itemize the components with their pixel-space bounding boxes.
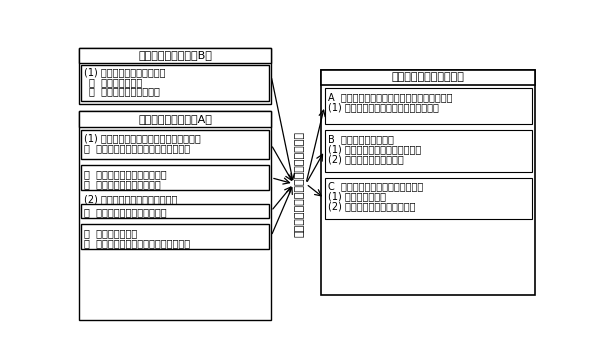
Text: ア  地球儀や地図からとらえる現代世界: ア 地球儀や地図からとらえる現代世界 [84, 143, 190, 153]
Text: イ  地図の活用と地域調査: イ 地図の活用と地域調査 [89, 86, 160, 96]
Bar [325, 178, 532, 219]
Bar [81, 65, 269, 102]
Text: (2) 地球的課題と国際協力: (2) 地球的課題と国際協力 [328, 154, 403, 164]
Bar [79, 111, 271, 320]
Bar [325, 88, 532, 124]
Text: イ  自然環境と防災: イ 自然環境と防災 [84, 228, 137, 238]
Text: (2) 生活圈の諸課題の地理的考察: (2) 生活圈の諸課題の地理的考察 [84, 194, 178, 204]
Text: ア  日常生活と結び䁤いた地図: ア 日常生活と結び䁤いた地図 [84, 207, 167, 217]
Text: ア  地理情報と地図: ア 地理情報と地図 [89, 77, 142, 87]
Text: 新教育課程「地理総合」: 新教育課程「地理総合」 [392, 72, 465, 82]
Bar [81, 204, 269, 218]
Text: 現行教育課程「地理B」: 現行教育課程「地理B」 [138, 50, 212, 60]
Text: 現行教育課程「地理A」: 現行教育課程「地理A」 [138, 114, 212, 124]
Text: イ  世界の生活・文化の多様性: イ 世界の生活・文化の多様性 [84, 169, 167, 179]
Text: ウ  生活圈の地理的な諸課題と地域調査: ウ 生活圈の地理的な諸課題と地域調査 [84, 238, 190, 248]
Text: (1) 自然環境と防災: (1) 自然環境と防災 [328, 191, 386, 202]
Text: C  持続可能な地域づくりと私たち: C 持続可能な地域づくりと私たち [328, 182, 423, 191]
Text: (1) 現代世界の特色と諸課題の地理的考察: (1) 現代世界の特色と諸課題の地理的考察 [84, 133, 201, 143]
Bar [322, 70, 535, 295]
Text: A  地図や地理情報システムで捕える現代世界: A 地図や地理情報システムで捕える現代世界 [328, 92, 452, 102]
Text: (1) 様々な地図と地理的技能: (1) 様々な地図と地理的技能 [84, 68, 166, 78]
Text: B  国際理解と国際協力: B 国際理解と国際協力 [328, 134, 394, 144]
Text: ウ  地球的課題の地理的考察: ウ 地球的課題の地理的考察 [84, 179, 161, 189]
Bar [79, 111, 271, 127]
Text: (1) 地図や地理情報システムと現代世界: (1) 地図や地理情報システムと現代世界 [328, 102, 439, 112]
Bar [79, 48, 271, 63]
Bar [325, 130, 532, 171]
Text: (2) 生活圈の調査と地域の展望: (2) 生活圈の調査と地域の展望 [328, 202, 415, 211]
Bar [81, 224, 269, 249]
Text: (1) 生活文化の多様性と国際理解: (1) 生活文化の多様性と国際理解 [328, 144, 421, 154]
Text: 持続可能な社会づくりを担う新科目: 持続可能な社会づくりを担う新科目 [295, 131, 305, 237]
Bar [81, 130, 269, 159]
Bar [322, 70, 535, 85]
Bar [79, 48, 271, 104]
Bar [81, 165, 269, 190]
